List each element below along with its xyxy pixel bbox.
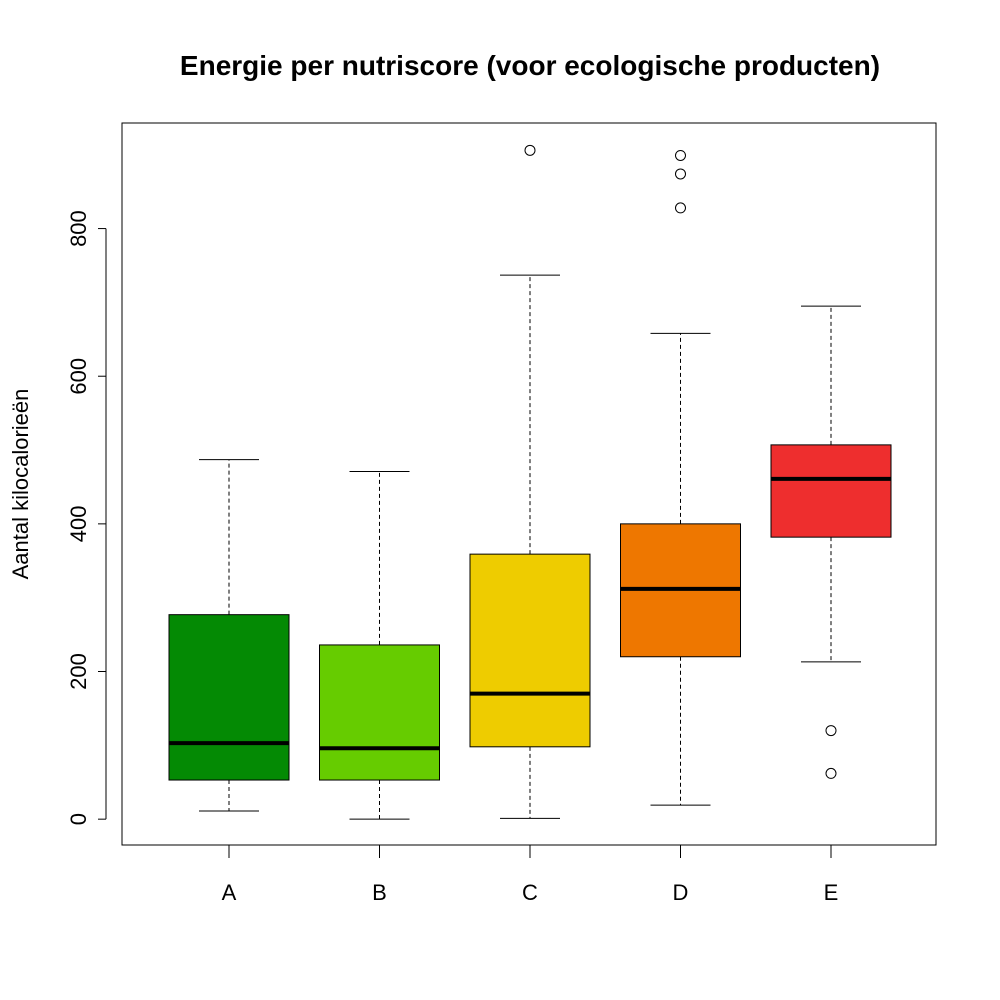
box-B <box>319 470 440 820</box>
box-iqr <box>319 644 440 781</box>
box-D <box>620 149 741 806</box>
y-tick-label: 400 <box>66 506 91 543</box>
outlier-point <box>825 725 837 737</box>
box-iqr <box>770 444 892 538</box>
outlier-point <box>675 168 686 180</box>
y-tick-label: 0 <box>66 813 91 825</box>
outlier-point <box>675 202 686 214</box>
chart-title: Energie per nutriscore (voor ecologische… <box>180 50 880 81</box>
x-tick-label: E <box>824 880 839 905</box>
x-axis: A B C D E <box>222 844 839 905</box>
box-C <box>469 144 591 819</box>
box-iqr <box>469 553 591 748</box>
x-tick-label: D <box>673 880 689 905</box>
y-axis-label: Aantal kilocalorieën <box>8 389 33 580</box>
y-axis: 0 200 400 600 800 <box>66 210 107 825</box>
x-tick-label: C <box>522 880 538 905</box>
outlier-point <box>825 767 837 779</box>
box-A <box>168 459 290 812</box>
outlier-point <box>675 149 686 161</box>
box-E <box>770 305 892 779</box>
x-tick-label: A <box>222 880 237 905</box>
outlier-point <box>524 144 536 156</box>
y-tick-label: 600 <box>66 358 91 395</box>
y-tick-label: 200 <box>66 653 91 690</box>
x-tick-label: B <box>372 880 387 905</box>
box-group <box>168 144 892 820</box>
y-tick-label: 800 <box>66 210 91 247</box>
box-iqr <box>168 614 290 781</box>
